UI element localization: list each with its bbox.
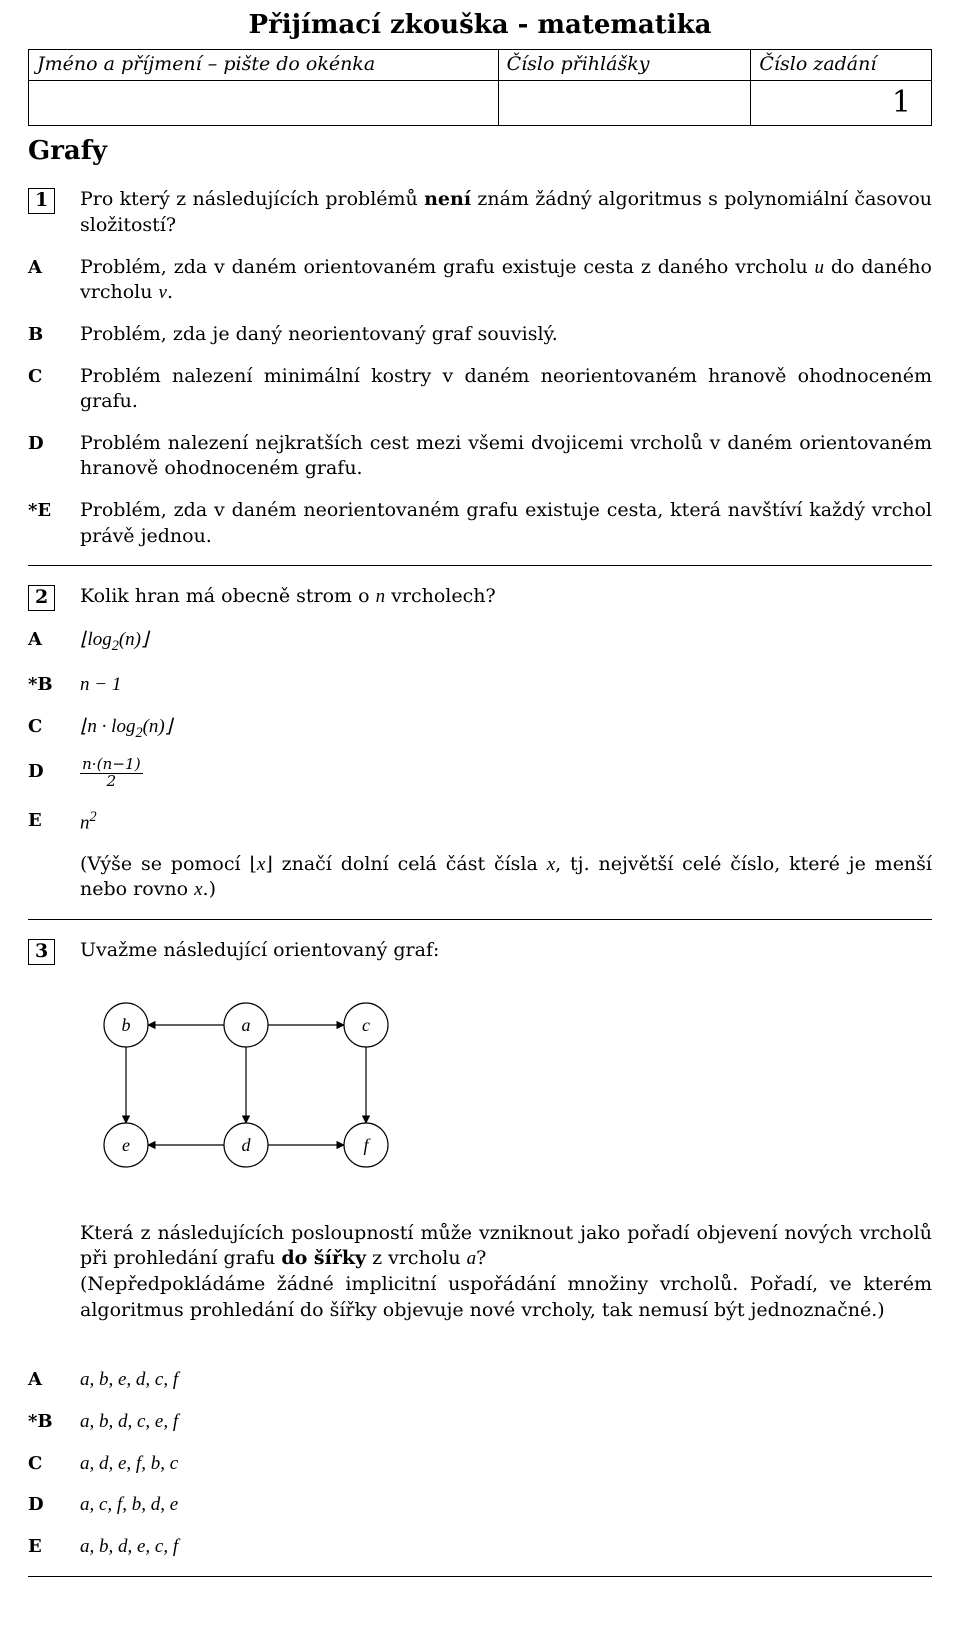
q2-option-b-expr: n − 1 (80, 672, 932, 698)
question-1: 1 Pro který z následujících problémů nen… (28, 187, 932, 238)
q3-option-e: E a, b, d, e, c, f (28, 1534, 932, 1560)
question-2: 2 Kolik hran má obecně strom o n vrchole… (28, 584, 932, 611)
q2-option-a: A ⌊log2(n)⌋ (28, 627, 932, 656)
q2-option-c-expr: ⌊n · log2(n)⌋ (80, 714, 932, 743)
q1-option-e: *E Problém, zda v daném neorientovaném g… (28, 498, 932, 549)
q3-option-a: A a, b, e, d, c, f (28, 1367, 932, 1393)
question-3: 3 Uvažme následující orientovaný graf: (28, 938, 932, 965)
q1-option-a-text: Problém, zda v daném orientovaném grafu … (80, 255, 932, 306)
q3-option-e-seq: a, b, d, e, c, f (80, 1534, 932, 1560)
q3-option-d: D a, c, f, b, d, e (28, 1492, 932, 1518)
page-title: Přijímací zkouška - matematika (28, 8, 932, 43)
q2-option-c: C ⌊n · log2(n)⌋ (28, 714, 932, 743)
q1-option-d-text: Problém nalezení nejkratších cest mezi v… (80, 431, 932, 482)
q1-option-d: D Problém nalezení nejkratších cest mezi… (28, 431, 932, 482)
header-name-label: Jméno a příjmení – pište do okénka (29, 50, 499, 81)
q1-option-c-text: Problém nalezení minimální kostry v dané… (80, 364, 932, 415)
header-variant-value: 1 (751, 80, 932, 126)
q1-option-a: A Problém, zda v daném orientovaném graf… (28, 255, 932, 306)
q3-option-b-seq: a, b, d, c, e, f (80, 1409, 932, 1435)
q2-option-b: *B n − 1 (28, 672, 932, 698)
separator (28, 1576, 932, 1577)
q3-option-c-seq: a, d, e, f, b, c (80, 1451, 932, 1477)
q1-option-e-text: Problém, zda v daném neorientovaném graf… (80, 498, 932, 549)
q2-option-d-expr: n·(n−1)2 (80, 759, 932, 792)
q1-option-b: B Problém, zda je daný neorientovaný gra… (28, 322, 932, 348)
q3-after-text: Která z následujících posloupností může … (80, 1221, 932, 1324)
q1-option-e-label: *E (28, 498, 80, 523)
q2-option-e-expr: n2 (80, 808, 932, 836)
header-name-input-cell[interactable] (29, 80, 499, 126)
svg-text:d: d (242, 1135, 252, 1155)
q2-option-e: E n2 (28, 808, 932, 836)
q1-option-c-label: C (28, 364, 80, 389)
q1-option-d-label: D (28, 431, 80, 456)
svg-text:b: b (122, 1015, 131, 1035)
question-3-text: Uvažme následující orientovaný graf: (80, 938, 932, 964)
q3-option-d-seq: a, c, f, b, d, e (80, 1492, 932, 1518)
q2-note: (Výše se pomocí ⌊x⌋ značí dolní celá čás… (28, 852, 932, 903)
q3-after: Která z následujících posloupností může … (28, 1221, 932, 1324)
separator (28, 565, 932, 566)
q2-option-a-expr: ⌊log2(n)⌋ (80, 627, 932, 656)
q2-option-d: D n·(n−1)2 (28, 759, 932, 792)
q1-option-b-label: B (28, 322, 80, 347)
q3-option-d-label: D (28, 1492, 80, 1517)
q2-option-c-label: C (28, 714, 80, 739)
section-heading: Grafy (28, 134, 932, 169)
question-1-number: 1 (28, 187, 80, 214)
header-app-number-label: Číslo přihlášky (498, 50, 751, 81)
svg-text:c: c (362, 1015, 370, 1035)
svg-text:a: a (242, 1015, 251, 1035)
q2-option-b-label: *B (28, 672, 80, 697)
q3-option-c-label: C (28, 1451, 80, 1476)
question-1-text: Pro který z následujících problémů není … (80, 187, 932, 238)
header-app-number-input-cell[interactable] (498, 80, 751, 126)
q3-option-a-label: A (28, 1367, 80, 1392)
question-3-number: 3 (28, 938, 80, 965)
header-table: Jméno a příjmení – pište do okénka Číslo… (28, 49, 932, 126)
q2-option-a-label: A (28, 627, 80, 652)
q3-option-e-label: E (28, 1534, 80, 1559)
q3-option-c: C a, d, e, f, b, c (28, 1451, 932, 1477)
q3-option-a-seq: a, b, e, d, c, f (80, 1367, 932, 1393)
q3-graph: bacedf (86, 995, 416, 1185)
q2-note-text: (Výše se pomocí ⌊x⌋ značí dolní celá čás… (80, 852, 932, 903)
question-2-text: Kolik hran má obecně strom o n vrcholech… (80, 584, 932, 610)
q3-option-b-label: *B (28, 1409, 80, 1434)
svg-text:e: e (122, 1135, 130, 1155)
q1-option-a-label: A (28, 255, 80, 280)
q2-option-e-label: E (28, 808, 80, 833)
q3-option-b: *B a, b, d, c, e, f (28, 1409, 932, 1435)
question-2-number: 2 (28, 584, 80, 611)
q1-option-b-text: Problém, zda je daný neorientovaný graf … (80, 322, 932, 348)
q1-option-c: C Problém nalezení minimální kostry v da… (28, 364, 932, 415)
header-variant-label: Číslo zadání (751, 50, 932, 81)
q2-option-d-label: D (28, 759, 80, 784)
separator (28, 919, 932, 920)
q3-graph-row: bacedf (28, 981, 932, 1205)
